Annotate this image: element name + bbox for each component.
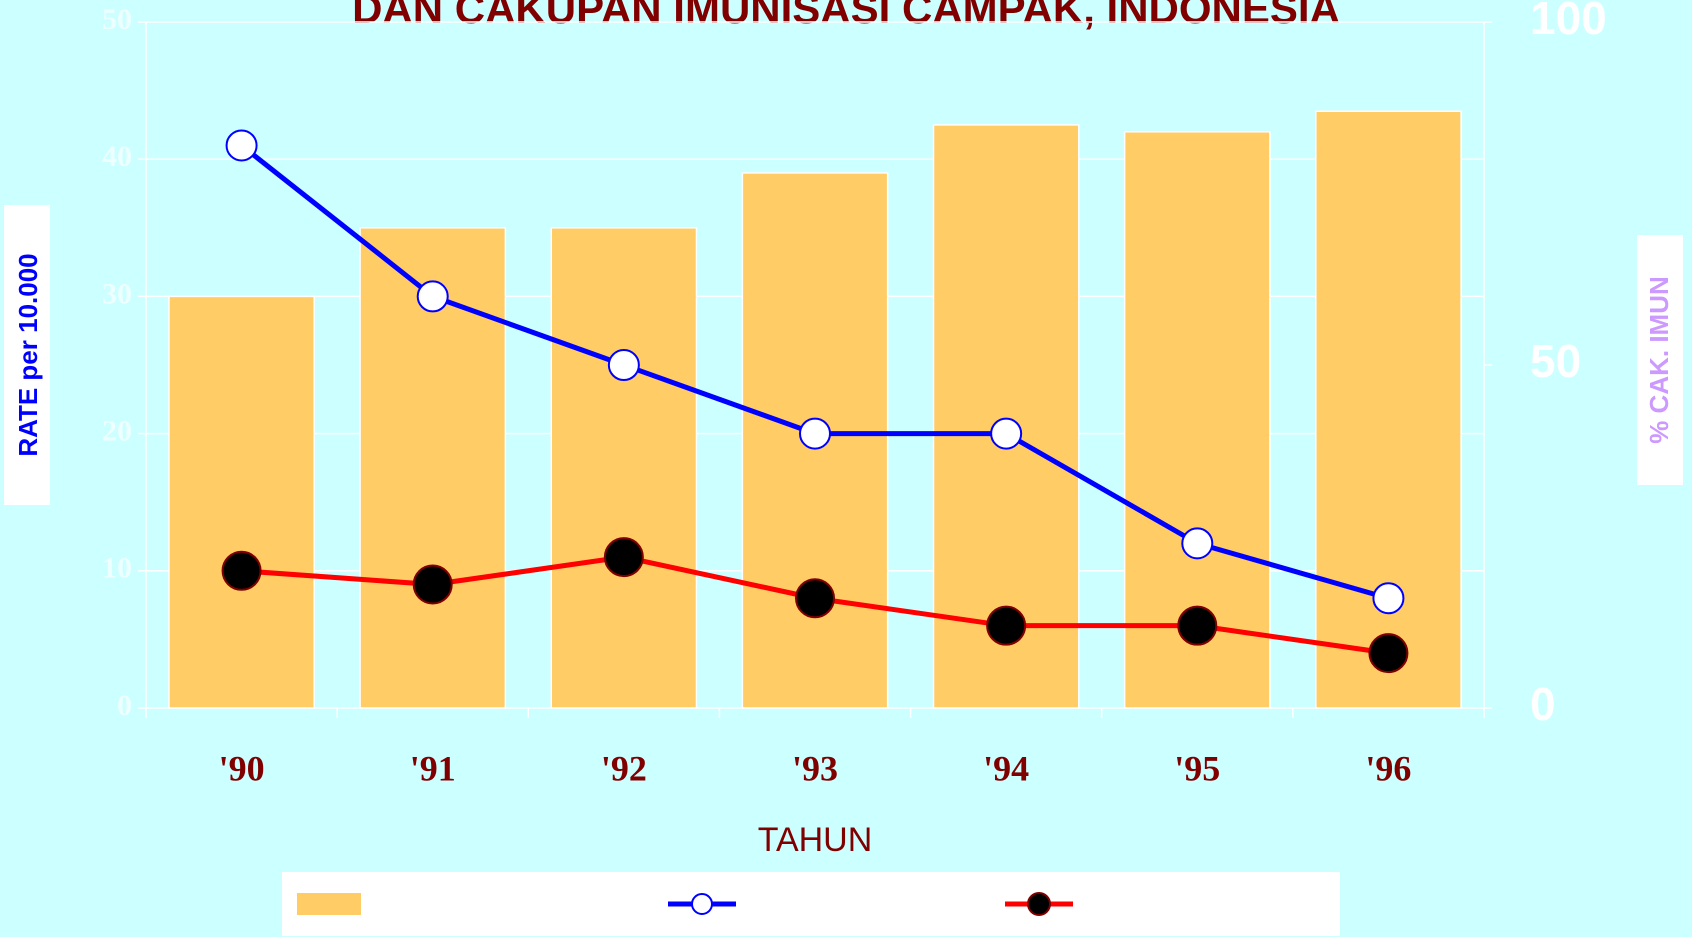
marker [607,349,640,381]
y2-tick-label: 50 [1530,335,1581,387]
y-label-box [4,205,50,505]
y2-tick-label: 0 [1530,678,1556,730]
legend [282,872,1340,936]
y-tick-label: 50 [102,3,132,36]
x-tick-label: '96 [1365,748,1411,788]
legend-marker [1027,892,1051,916]
marker [1177,605,1218,646]
y2-label-box [1637,235,1683,485]
y-tick-label: 0 [117,689,132,722]
bar [1123,131,1271,709]
x-tick-label: '94 [983,748,1029,788]
marker [603,537,644,578]
marker [986,605,1027,646]
x-tick-label: '90 [219,748,265,788]
chart-title: DAN CAKUPAN IMUNISASI CAMPAK, INDONESIA [352,0,1340,32]
marker [221,550,262,591]
x-tick-label: '93 [792,748,838,788]
marker [1368,633,1409,674]
x-axis-label: TAHUN [758,821,873,859]
marker [416,280,449,313]
bar [1315,110,1462,709]
y2-tick-label: 100 [1530,0,1607,44]
y-tick-label: 40 [102,140,132,173]
x-tick-label: '91 [410,748,456,788]
legend-swatch [297,893,361,915]
y2-axis-label: % CAK. IMUN [1644,276,1674,444]
marker [1372,582,1405,615]
marker [795,578,835,619]
x-tick-label: '92 [601,748,647,788]
bar [550,227,698,709]
y-tick-label: 10 [102,552,132,585]
marker [412,564,453,605]
marker [799,417,831,450]
y-tick-label: 20 [102,414,132,447]
y-axis-label: RATE per 10.000 [13,253,43,456]
marker [1181,527,1214,560]
bar [168,295,315,709]
x-tick-label: '95 [1174,748,1220,788]
y-tick-label: 30 [102,277,132,310]
marker [990,417,1023,450]
legend-marker [691,893,713,915]
marker [225,129,258,162]
